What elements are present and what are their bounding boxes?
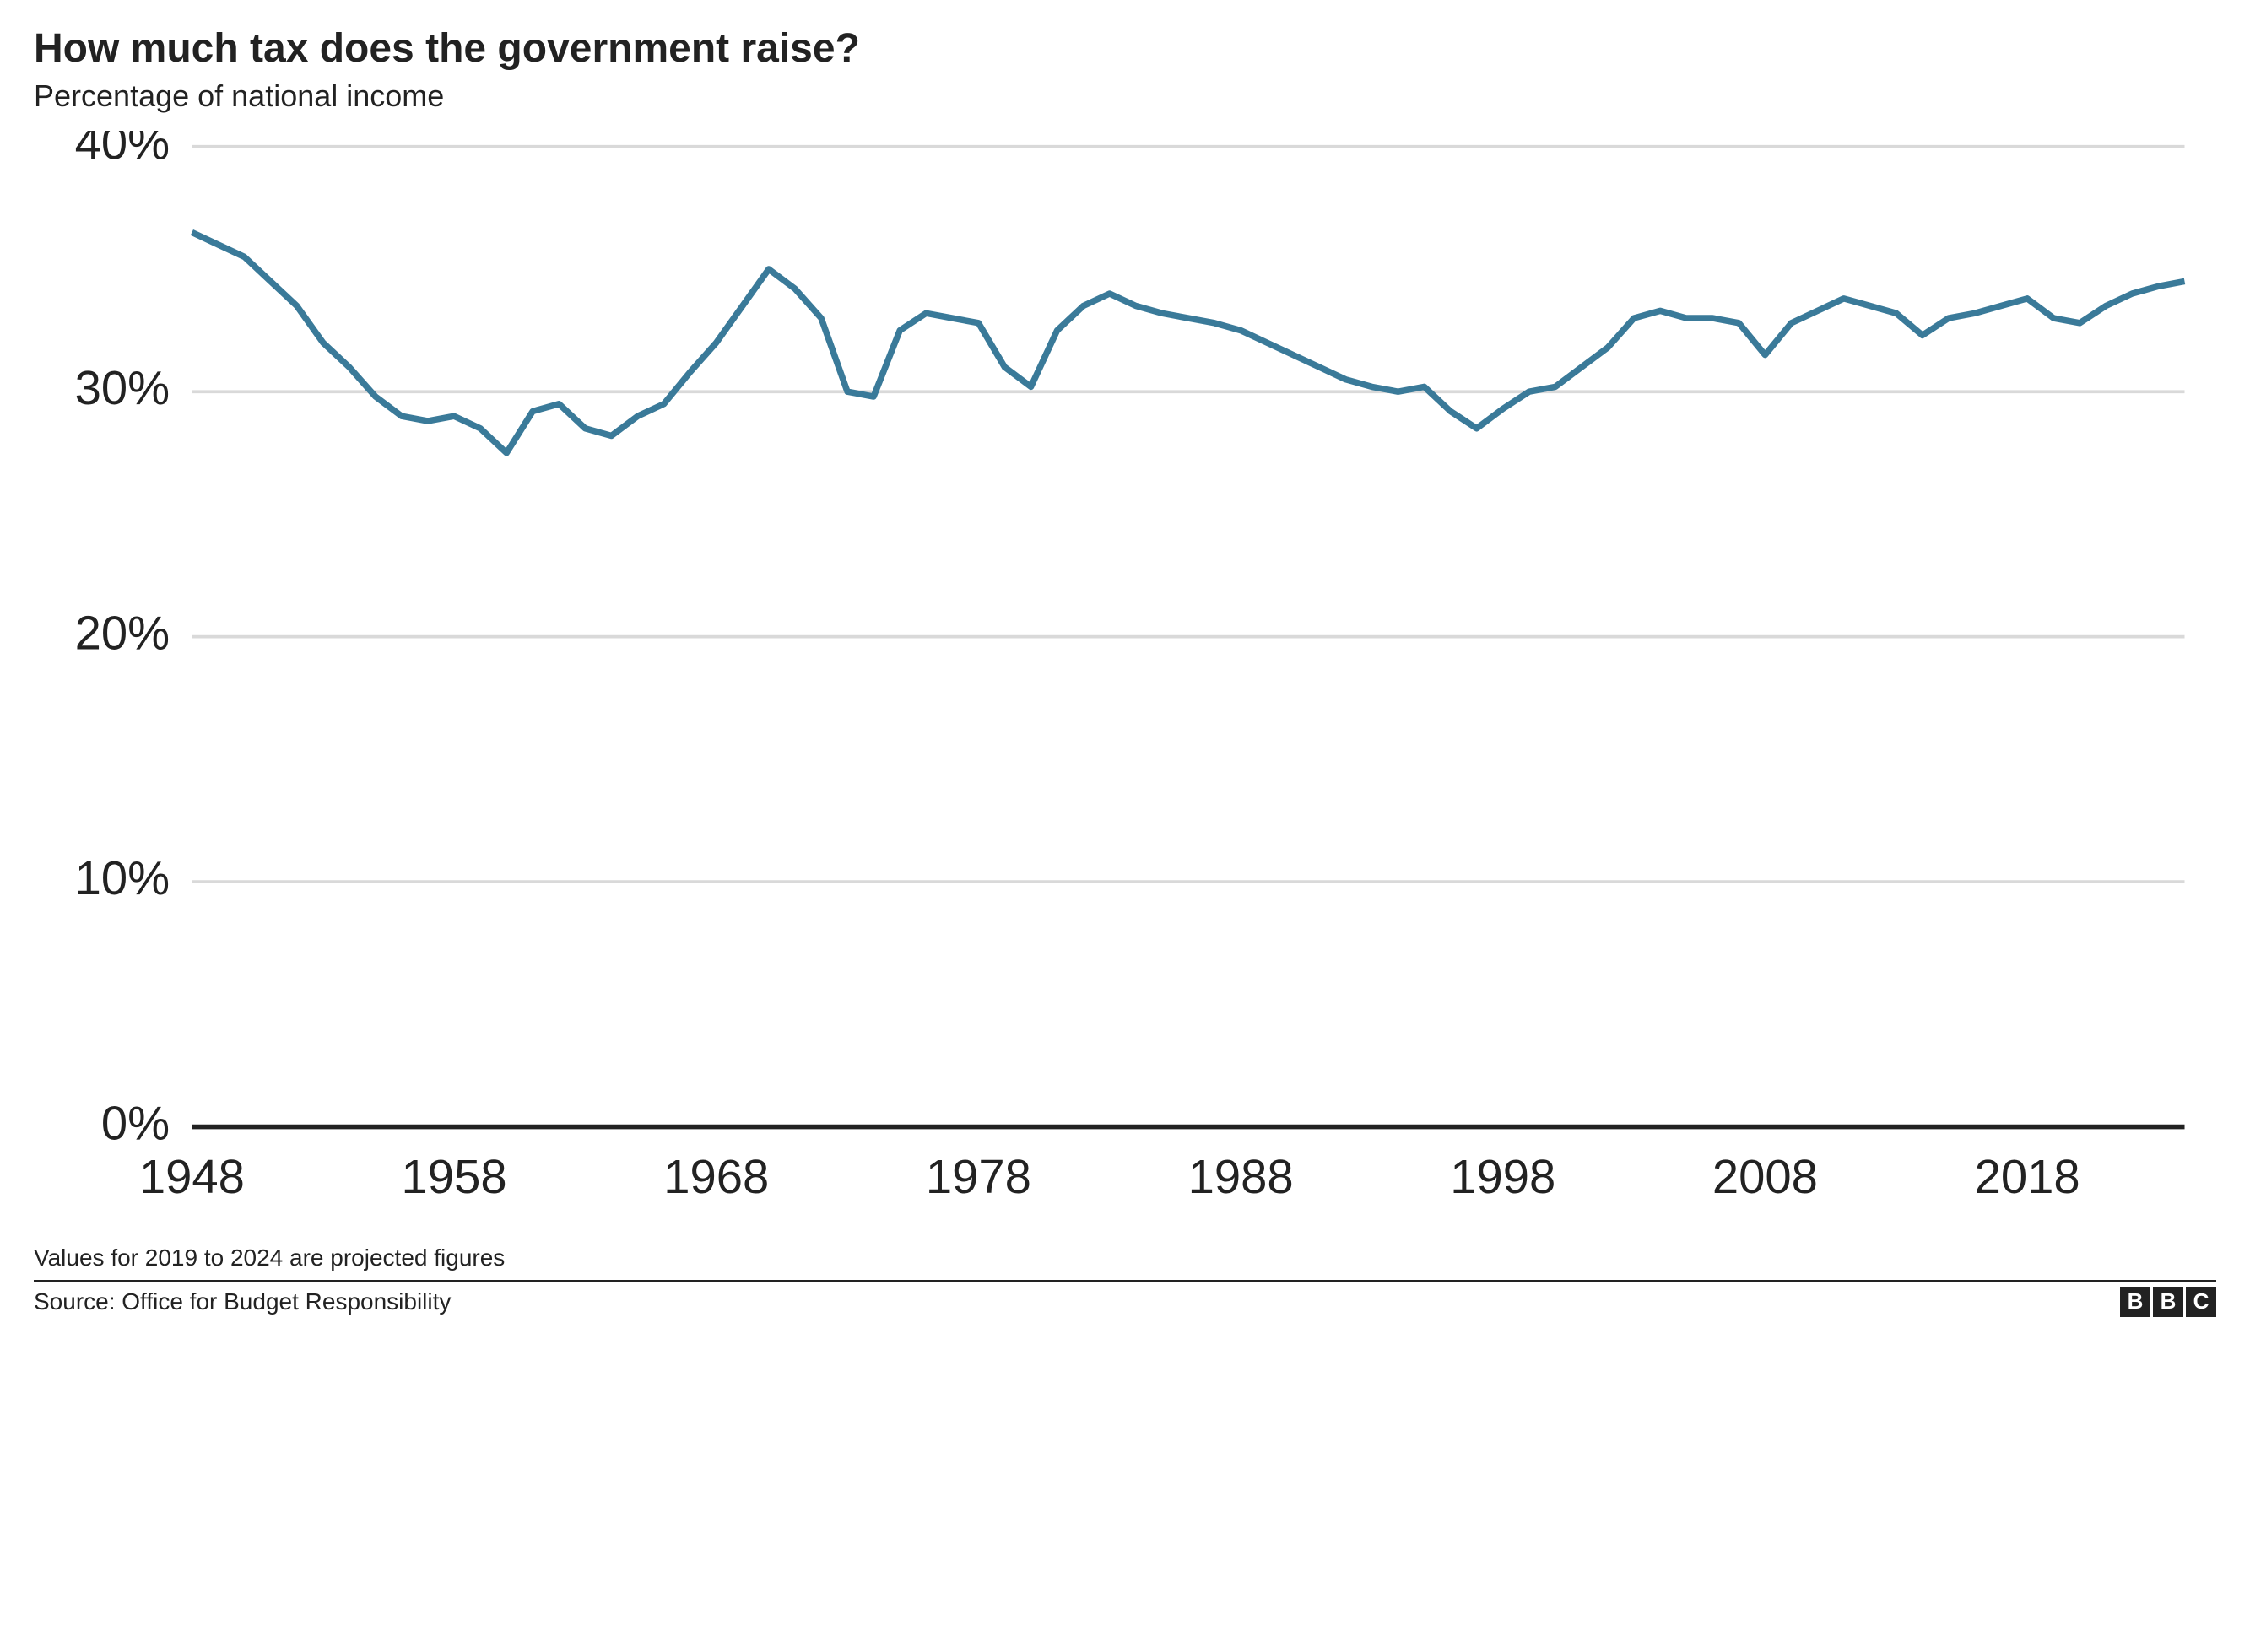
data-line	[192, 233, 2184, 453]
chart-footnote: Values for 2019 to 2024 are projected fi…	[34, 1244, 2216, 1271]
x-tick-label: 1958	[402, 1150, 507, 1203]
divider	[34, 1280, 2216, 1282]
x-tick-label: 2018	[1975, 1150, 2080, 1203]
bbc-logo-b1: B	[2120, 1287, 2150, 1317]
y-tick-label: 30%	[75, 361, 170, 414]
bbc-logo: B B C	[2120, 1287, 2216, 1317]
chart-title: How much tax does the government raise?	[34, 25, 2216, 72]
x-tick-label: 1978	[926, 1150, 1031, 1203]
y-tick-label: 0%	[101, 1097, 170, 1150]
x-tick-label: 2008	[1712, 1150, 1818, 1203]
bbc-logo-c: C	[2186, 1287, 2216, 1317]
x-tick-label: 1968	[663, 1150, 769, 1203]
chart-container: 0% 10% 20% 30% 40% 1948 1958 1968 1978 1988 1998 20…	[34, 131, 2216, 1238]
bbc-logo-b2: B	[2153, 1287, 2183, 1317]
source-label: Source: Office for Budget Responsibility	[34, 1288, 451, 1315]
x-tick-label: 1988	[1188, 1150, 1294, 1203]
line-chart: 0% 10% 20% 30% 40% 1948 1958 1968 1978 1988 1998 20…	[34, 131, 2216, 1238]
y-tick-label: 40%	[75, 131, 170, 170]
chart-subtitle: Percentage of national income	[34, 78, 2216, 114]
y-tick-label: 10%	[75, 851, 170, 904]
x-tick-label: 1948	[139, 1150, 245, 1203]
y-tick-label: 20%	[75, 607, 170, 660]
x-tick-label: 1998	[1450, 1150, 1555, 1203]
